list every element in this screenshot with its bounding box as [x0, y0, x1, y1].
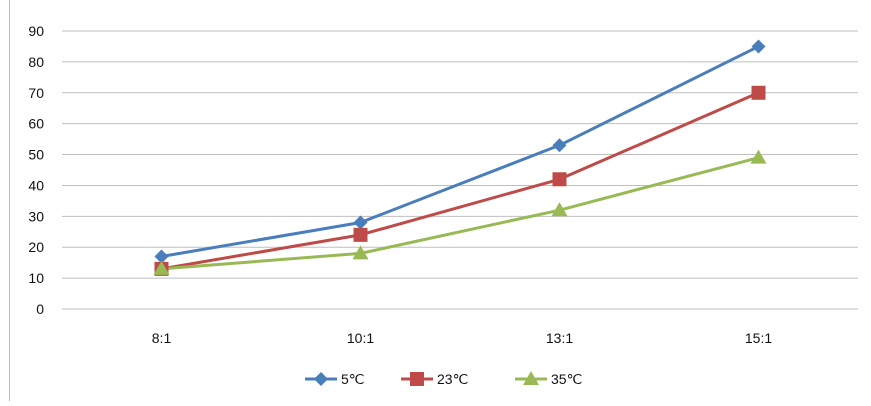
y-tick-label: 50 — [28, 147, 44, 163]
x-tick-label: 10:1 — [347, 330, 374, 346]
series-lines — [161, 45, 760, 271]
x-tick-label: 13:1 — [546, 330, 573, 346]
legend-label: 23℃ — [437, 371, 468, 387]
series-line-0 — [161, 45, 760, 258]
series-line-1 — [161, 91, 760, 271]
data-point-series-2 — [551, 202, 568, 217]
legend: 5℃ 23℃ 35℃ — [305, 371, 582, 387]
x-tick-label: 15:1 — [745, 330, 772, 346]
y-tick-label: 90 — [28, 23, 44, 39]
left-border-line — [9, 0, 10, 401]
data-point-series-0 — [751, 39, 766, 54]
legend-marker-1 — [410, 372, 424, 386]
y-axis-ticks: 0 10 20 30 40 50 60 70 80 90 — [28, 23, 44, 317]
x-tick-label: 8:1 — [152, 330, 172, 346]
data-point-series-0 — [353, 215, 368, 230]
legend-marker-0 — [314, 372, 328, 386]
x-axis-ticks: 8:1 10:1 13:1 15:1 — [152, 330, 773, 346]
series-markers — [153, 39, 767, 276]
legend-label: 5℃ — [341, 371, 365, 387]
y-tick-label: 60 — [28, 116, 44, 132]
series-line-2 — [161, 156, 759, 271]
y-tick-label: 30 — [28, 208, 44, 224]
data-point-series-0 — [154, 249, 169, 264]
legend-label: 35℃ — [551, 371, 582, 387]
y-tick-label: 0 — [36, 301, 44, 317]
y-tick-label: 40 — [28, 177, 44, 193]
legend-marker-2 — [523, 371, 539, 385]
y-tick-label: 20 — [28, 239, 44, 255]
data-point-series-1 — [353, 227, 368, 242]
data-point-series-2 — [750, 149, 767, 164]
data-point-series-0 — [552, 138, 567, 153]
data-point-series-1 — [552, 172, 567, 187]
data-point-series-2 — [153, 260, 170, 275]
y-tick-label: 80 — [28, 54, 44, 70]
y-tick-label: 10 — [28, 270, 44, 286]
y-tick-label: 70 — [28, 85, 44, 101]
data-point-series-1 — [751, 85, 766, 100]
data-point-series-2 — [352, 245, 369, 260]
